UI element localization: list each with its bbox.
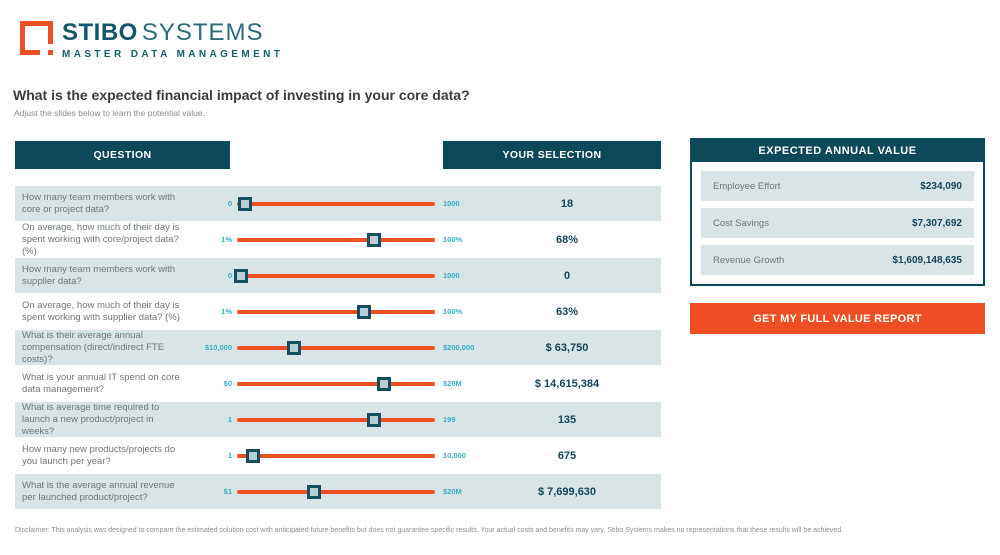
- stibo-square-icon: [20, 21, 53, 55]
- question-text: What is average time required to launch …: [22, 401, 160, 437]
- get-report-button[interactable]: GET MY FULL VALUE REPORT: [690, 303, 985, 334]
- question-text: How many new products/projects do you la…: [22, 443, 176, 467]
- question-row: How many team members work with supplier…: [15, 258, 661, 293]
- slider-max-label: $200,000: [443, 343, 475, 352]
- selection-value: 68%: [555, 233, 579, 246]
- value-row: Revenue Growth $1,609,148,635: [701, 245, 974, 275]
- question-row: On average, how much of their day is spe…: [15, 222, 661, 257]
- question-column-header: QUESTION: [15, 141, 230, 169]
- question-row: What is their average annual compensatio…: [15, 330, 661, 365]
- question-text: How many team members work with supplier…: [22, 263, 176, 287]
- slider-min-label: $10,000: [204, 343, 232, 352]
- table-header: QUESTION YOUR SELECTION: [15, 141, 661, 169]
- slider[interactable]: [237, 438, 435, 473]
- selection-value: $ 7,699,630: [537, 485, 597, 498]
- value-label: Revenue Growth: [713, 254, 785, 266]
- selection-value: 18: [560, 197, 574, 210]
- value-amount: $234,090: [920, 180, 962, 192]
- slider-min-label: 0: [227, 271, 232, 280]
- selection-value: 0: [563, 269, 571, 282]
- question-rows: How many team members work with core or …: [15, 186, 661, 509]
- selection-value: $ 14,615,384: [534, 377, 600, 390]
- question-text: On average, how much of their day is spe…: [22, 221, 180, 257]
- slider[interactable]: [237, 474, 435, 509]
- question-row: How many new products/projects do you la…: [15, 438, 661, 473]
- question-text: On average, how much of their day is spe…: [22, 299, 180, 323]
- slider-handle[interactable]: [307, 484, 322, 499]
- slider-max-label: $20M: [443, 379, 462, 388]
- slider-track[interactable]: [237, 381, 435, 386]
- slider-handle[interactable]: [376, 376, 391, 391]
- slider[interactable]: [237, 294, 435, 329]
- slider-handle[interactable]: [245, 448, 260, 463]
- slider-handle[interactable]: [366, 412, 381, 427]
- slider-min-label: 1: [227, 415, 232, 424]
- slider-max-label: 199: [443, 415, 456, 424]
- stibo-logo: STIBO SYSTEMS MASTER DATA MANAGEMENT: [20, 21, 283, 60]
- brand-name-bold: STIBO: [62, 19, 138, 46]
- slider-max-label: 10,000: [443, 451, 466, 460]
- value-amount: $1,609,148,635: [892, 254, 962, 266]
- question-text: What is their average annual compensatio…: [22, 329, 165, 365]
- slider-track[interactable]: [237, 345, 435, 350]
- slider-handle[interactable]: [356, 304, 371, 319]
- slider-track[interactable]: [237, 417, 435, 422]
- selection-value: 135: [557, 413, 577, 426]
- value-row: Employee Effort $234,090: [701, 171, 974, 201]
- expected-value-rows: Employee Effort $234,090 Cost Savings $7…: [692, 162, 983, 284]
- slider-max-label: 1000: [443, 271, 460, 280]
- expected-value-header: EXPECTED ANNUAL VALUE: [692, 140, 983, 162]
- slider-track[interactable]: [237, 273, 435, 278]
- value-label: Employee Effort: [713, 180, 781, 192]
- slider-track[interactable]: [237, 453, 435, 458]
- value-row: Cost Savings $7,307,692: [701, 208, 974, 238]
- question-row: What is the average annual revenue per l…: [15, 474, 661, 509]
- selection-value: 63%: [555, 305, 579, 318]
- slider-handle[interactable]: [366, 232, 381, 247]
- question-text: How many team members work with core or …: [22, 191, 176, 215]
- slider-min-label: 1: [227, 451, 232, 460]
- selection-value: $ 63,750: [545, 341, 589, 354]
- question-row: How many team members work with core or …: [15, 186, 661, 221]
- slider-track[interactable]: [237, 201, 435, 206]
- slider[interactable]: [233, 258, 435, 293]
- slider-track[interactable]: [237, 309, 435, 314]
- page-title: What is the expected financial impact of…: [13, 87, 470, 103]
- slider-handle[interactable]: [287, 340, 302, 355]
- slider-max-label: $20M: [443, 487, 462, 496]
- disclaimer-text: Disclaimer: This analysis was designed t…: [15, 527, 844, 534]
- slider-max-label: 100%: [443, 235, 463, 244]
- question-text: What is your annual IT spend on core dat…: [22, 371, 180, 395]
- expected-value-panel: EXPECTED ANNUAL VALUE Employee Effort $2…: [690, 138, 985, 286]
- value-amount: $7,307,692: [911, 217, 962, 229]
- question-table: QUESTION YOUR SELECTION How many team me…: [15, 141, 661, 510]
- slider[interactable]: [237, 330, 435, 365]
- question-row: What is average time required to launch …: [15, 402, 661, 437]
- question-row: On average, how much of their day is spe…: [15, 294, 661, 329]
- slider[interactable]: [237, 366, 435, 401]
- slider-min-label: $0: [223, 379, 232, 388]
- slider-track[interactable]: [237, 237, 435, 242]
- brand-name-light: SYSTEMS: [141, 19, 264, 46]
- page-subtitle: Adjust the slides below to learn the pot…: [14, 108, 205, 118]
- slider[interactable]: [237, 402, 435, 437]
- slider-handle[interactable]: [233, 268, 248, 283]
- slider-min-label: 1%: [221, 307, 232, 316]
- selection-value: 675: [557, 449, 577, 462]
- slider-track[interactable]: [237, 489, 435, 494]
- slider-max-label: 100%: [443, 307, 463, 316]
- brand-tagline: MASTER DATA MANAGEMENT: [62, 49, 284, 60]
- slider[interactable]: [237, 186, 435, 221]
- slider-min-label: $1: [223, 487, 232, 496]
- value-label: Cost Savings: [713, 217, 769, 229]
- question-text: What is the average annual revenue per l…: [22, 479, 175, 503]
- slider-min-label: 0: [227, 199, 232, 208]
- slider-max-label: 1000: [443, 199, 460, 208]
- selection-column-header: YOUR SELECTION: [443, 141, 661, 169]
- slider-min-label: 1%: [221, 235, 232, 244]
- question-row: What is your annual IT spend on core dat…: [15, 366, 661, 401]
- slider[interactable]: [237, 222, 435, 257]
- slider-handle[interactable]: [237, 196, 252, 211]
